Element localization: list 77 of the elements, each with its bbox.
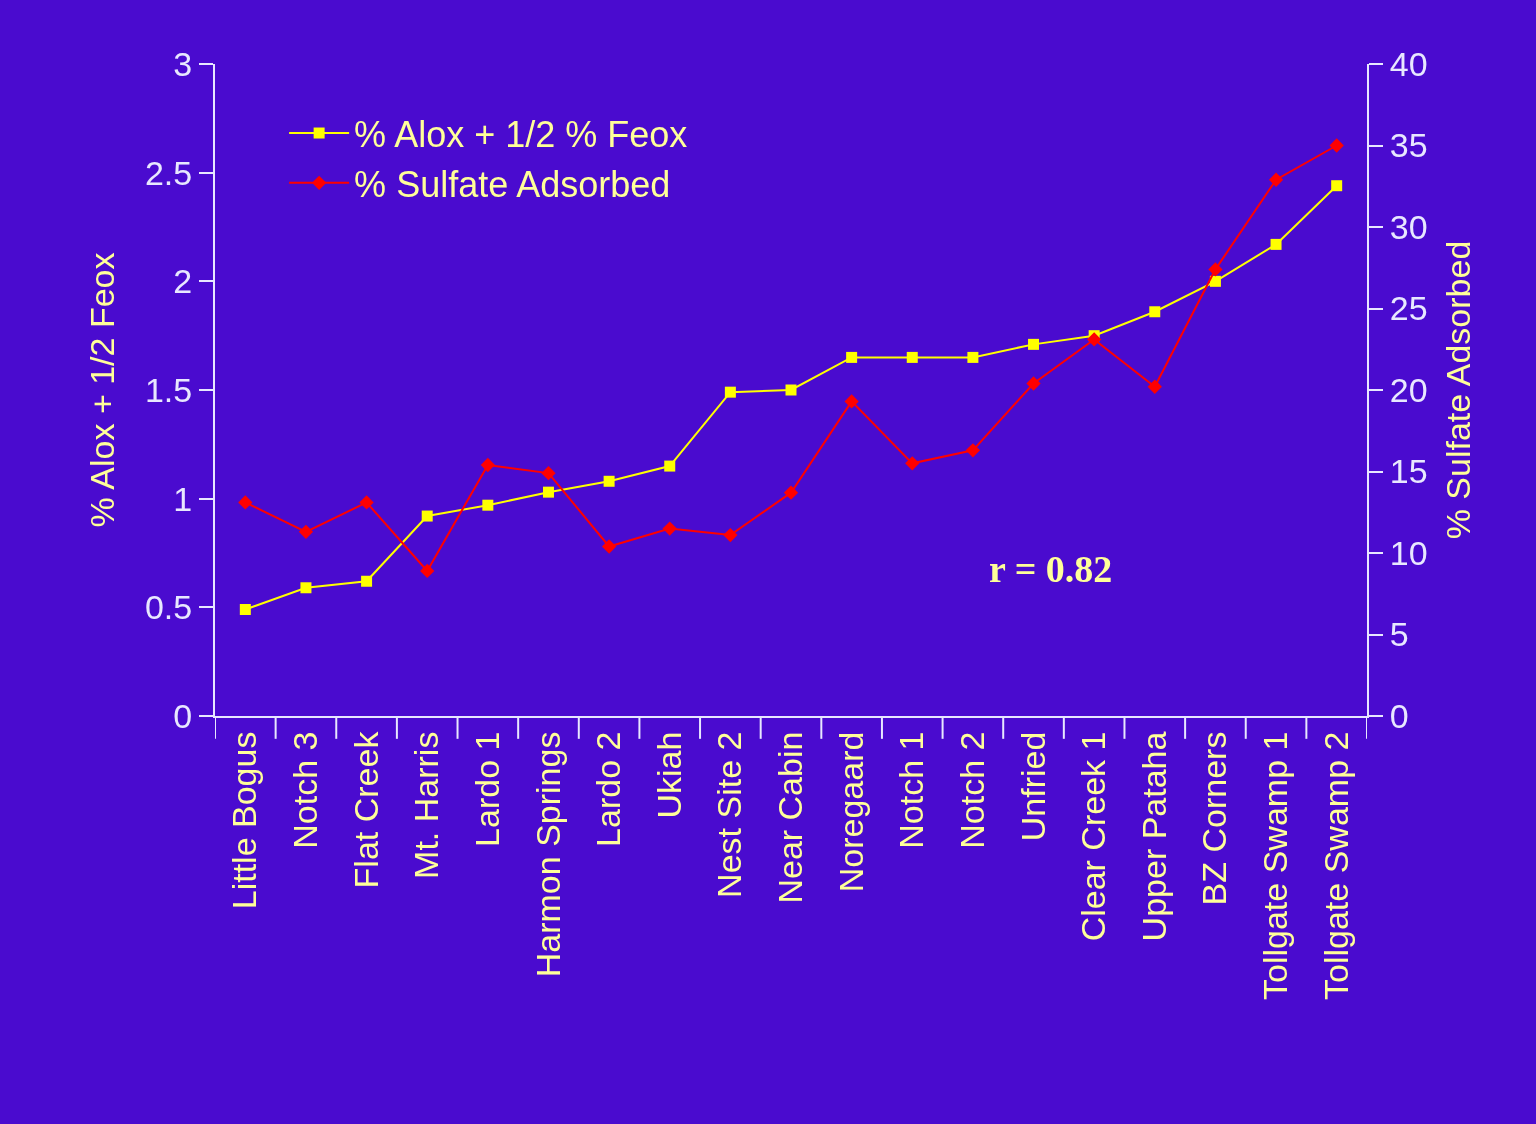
point: [906, 351, 918, 363]
point: [1028, 338, 1040, 350]
point: [542, 486, 554, 498]
point: [1329, 138, 1344, 153]
x-tick-label: Lardo 2: [589, 731, 628, 847]
x-tick-label: BZ Corners: [1195, 731, 1234, 906]
legend-label: % Alox + 1/2 % Feox: [354, 114, 688, 156]
x-tick-label: Little Bogus: [225, 731, 264, 910]
point: [541, 465, 556, 481]
y2-tick-label: 35: [1389, 126, 1428, 165]
x-tick-label: Nest Site 2: [710, 731, 749, 898]
point: [1268, 172, 1284, 187]
y-tick-label: 1: [173, 479, 193, 518]
point: [965, 443, 981, 458]
y-tick-label: 2.5: [144, 153, 193, 192]
x-tick-label: Ukiah: [649, 731, 688, 819]
point: [967, 351, 979, 363]
x-tick-label: Clear Creek 1: [1074, 731, 1113, 942]
y2-tick-label: 30: [1389, 207, 1428, 246]
x-tick-label: Notch 1: [892, 731, 931, 849]
y-tick-label: 0: [173, 696, 193, 735]
point: [1087, 332, 1102, 347]
point: [239, 604, 251, 616]
point: [905, 456, 920, 471]
point: [846, 351, 858, 363]
point: [1147, 379, 1162, 394]
x-tick-label: Tollgate Swamp 1: [1256, 731, 1295, 1000]
x-tick-label: Notch 2: [952, 731, 991, 849]
point: [361, 575, 373, 587]
x-tick-label: Flat Creek: [346, 730, 385, 889]
point: [359, 495, 374, 510]
point: [300, 582, 312, 594]
point: [1026, 376, 1041, 391]
point: [420, 563, 435, 579]
point: [238, 495, 253, 510]
point: [664, 460, 676, 472]
annotation: r = 0.82: [989, 548, 1113, 590]
point: [724, 386, 736, 398]
point: [603, 475, 615, 487]
x-tick-label: Upper Pataha: [1134, 731, 1173, 942]
y-tick-label: 1.5: [144, 370, 193, 409]
y-tick-label: 2: [173, 262, 193, 301]
y2-tick-label: 5: [1389, 615, 1409, 654]
x-tick-label: Near Cabin: [771, 731, 810, 904]
x-tick-label: Mt. Harris: [407, 731, 446, 879]
x-tick-label: Unfried: [1013, 731, 1052, 842]
point: [482, 499, 494, 511]
y2-tick-label: 15: [1389, 452, 1428, 491]
y-tick-label: 0.5: [144, 588, 193, 627]
y2-tick-label: 10: [1389, 533, 1428, 572]
point: [723, 527, 738, 543]
x-tick-label: Lardo 1: [467, 731, 506, 847]
point: [421, 510, 433, 522]
point: [601, 539, 617, 554]
y2-tick-label: 20: [1389, 370, 1428, 409]
x-tick-label: Noregaard: [831, 731, 870, 893]
y-axis-title: % Alox + 1/2 Feox: [83, 252, 122, 528]
point: [1270, 238, 1282, 250]
point: [298, 524, 314, 539]
point: [662, 521, 677, 536]
x-tick-label: Tollgate Swamp 2: [1316, 731, 1355, 1000]
point: [1149, 306, 1161, 318]
y2-tick-label: 25: [1389, 289, 1428, 328]
point: [783, 485, 799, 500]
point: [480, 457, 495, 473]
point: [1331, 180, 1343, 192]
y2-tick-label: 0: [1389, 696, 1409, 735]
legend-label: % Sulfate Adsorbed: [354, 163, 671, 205]
point: [1208, 262, 1223, 277]
point: [844, 394, 859, 409]
y2-tick-label: 40: [1389, 44, 1428, 83]
point: [785, 384, 797, 396]
y2-axis-title: % Sulfate Adsorbed: [1439, 240, 1478, 540]
x-tick-label: Harmon Springs: [528, 731, 567, 978]
x-tick-label: Notch 3: [286, 731, 324, 849]
y-tick-label: 3: [173, 44, 193, 83]
point: [1209, 275, 1221, 287]
